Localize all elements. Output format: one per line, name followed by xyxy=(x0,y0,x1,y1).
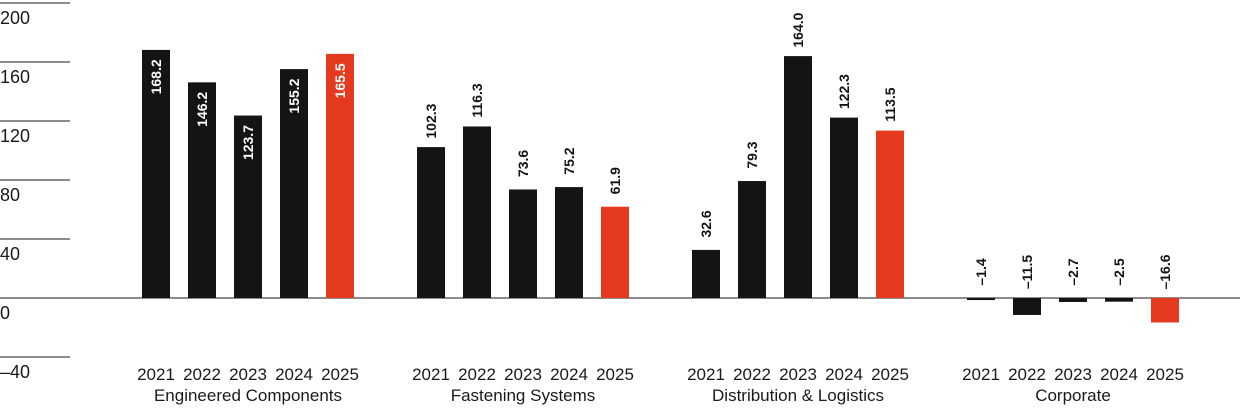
data-label: 123.7 xyxy=(240,125,256,160)
bar xyxy=(555,187,583,298)
year-label: 2023 xyxy=(229,365,267,384)
year-label: 2023 xyxy=(779,365,817,384)
bar xyxy=(188,82,216,298)
y-tick-label: 160 xyxy=(0,67,30,87)
data-label: 122.3 xyxy=(836,74,852,109)
year-label: 2025 xyxy=(596,365,634,384)
group-label: Fastening Systems xyxy=(451,386,596,405)
data-label: –11.5 xyxy=(1019,255,1035,289)
data-label: 164.0 xyxy=(790,12,806,47)
bar xyxy=(1059,298,1087,302)
year-label: 2024 xyxy=(825,365,863,384)
bar xyxy=(830,117,858,298)
bar xyxy=(601,206,629,298)
group-label: Distribution & Logistics xyxy=(712,386,884,405)
data-label: –1.4 xyxy=(973,258,989,285)
year-label: 2025 xyxy=(321,365,359,384)
data-label: 79.3 xyxy=(744,141,760,168)
bars xyxy=(142,49,1179,323)
data-label: 113.5 xyxy=(882,87,898,121)
bar xyxy=(1013,298,1041,315)
year-label: 2022 xyxy=(458,365,496,384)
data-label: 155.2 xyxy=(286,78,302,113)
y-tick-label: –40 xyxy=(0,362,30,382)
year-label: 2024 xyxy=(1100,365,1138,384)
bar xyxy=(1151,298,1179,323)
data-label: –2.5 xyxy=(1111,258,1127,285)
year-label: 2021 xyxy=(687,365,725,384)
y-axis-ticks: 200 160 120 80 40 0 –40 xyxy=(0,2,1240,382)
bar xyxy=(463,126,491,299)
data-labels: 168.2 146.2 123.7 155.2 165.5 102.3 116.3 73.6 7… xyxy=(148,12,1173,289)
data-label: –2.7 xyxy=(1065,258,1081,285)
bar xyxy=(417,147,445,298)
data-label: 146.2 xyxy=(194,92,210,127)
bar xyxy=(692,249,720,298)
y-tick-label: 120 xyxy=(0,126,30,146)
bar xyxy=(967,298,995,301)
data-label: 168.2 xyxy=(148,59,164,94)
y-tick-label: 200 xyxy=(0,8,30,28)
bar xyxy=(326,53,354,299)
year-label: 2025 xyxy=(871,365,909,384)
year-label: 2022 xyxy=(733,365,771,384)
year-label: 2021 xyxy=(962,365,1000,384)
data-label: 32.6 xyxy=(698,210,714,237)
data-label: 73.6 xyxy=(515,150,531,177)
data-label: –16.6 xyxy=(1157,254,1173,289)
year-label: 2024 xyxy=(550,365,588,384)
year-label: 2022 xyxy=(183,365,221,384)
x-axis-labels: 2021 2022 2023 2024 2025 Engineered Component… xyxy=(137,365,1184,405)
y-tick-label: 40 xyxy=(0,244,20,264)
bar xyxy=(738,181,766,298)
data-label: 165.5 xyxy=(332,63,348,98)
data-label: 75.2 xyxy=(561,147,577,174)
year-label: 2021 xyxy=(412,365,450,384)
y-tick-label: 80 xyxy=(0,185,20,205)
bar xyxy=(142,49,170,298)
year-label: 2023 xyxy=(504,365,542,384)
year-label: 2021 xyxy=(137,365,175,384)
bar xyxy=(784,56,812,298)
bar xyxy=(280,69,308,298)
bar xyxy=(234,115,262,298)
data-label: 102.3 xyxy=(423,103,439,138)
year-label: 2022 xyxy=(1008,365,1046,384)
year-label: 2024 xyxy=(275,365,313,384)
y-tick-label: 0 xyxy=(0,303,10,323)
bar xyxy=(876,130,904,298)
group-label: Engineered Components xyxy=(154,386,342,405)
bar xyxy=(1105,298,1133,302)
year-label: 2025 xyxy=(1146,365,1184,384)
group-label: Corporate xyxy=(1035,386,1111,405)
bar xyxy=(509,189,537,298)
data-label: 116.3 xyxy=(469,83,485,117)
data-label: 61.9 xyxy=(607,167,623,194)
year-label: 2023 xyxy=(1054,365,1092,384)
